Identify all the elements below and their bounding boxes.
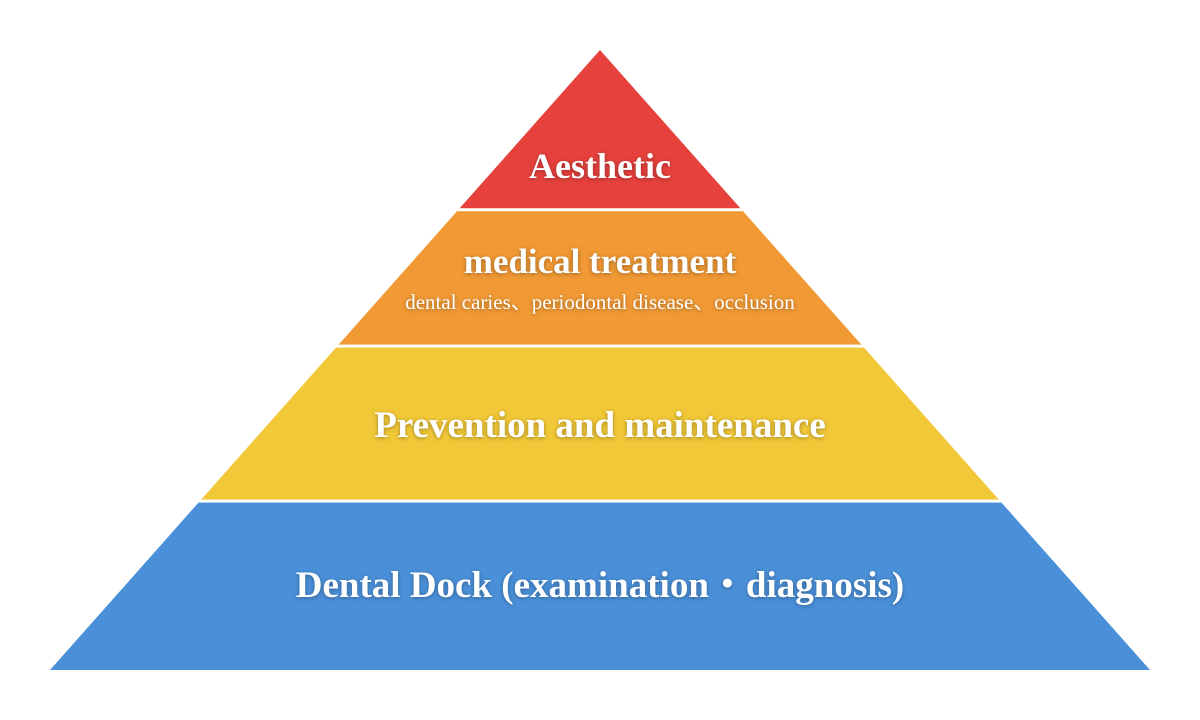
pyramid-layer-dental-dock: Dental Dock (examination・diagnosis) (50, 503, 1150, 670)
layer-title-dental-dock: Dental Dock (examination・diagnosis) (296, 554, 904, 608)
layer-subtitle-medical-treatment: dental caries、periodontal disease、occlus… (405, 286, 795, 316)
pyramid-diagram: Aesthetic medical treatment dental carie… (50, 50, 1150, 670)
layer-title-medical-treatment: medical treatment (464, 242, 736, 282)
pyramid-layer-medical-treatment: medical treatment dental caries、periodon… (50, 211, 1150, 347)
layer-title-aesthetic: Aesthetic (529, 145, 671, 187)
layer-title-prevention: Prevention and maintenance (374, 404, 826, 447)
pyramid-layer-prevention: Prevention and maintenance (50, 348, 1150, 503)
pyramid-layer-aesthetic: Aesthetic (50, 50, 1150, 211)
